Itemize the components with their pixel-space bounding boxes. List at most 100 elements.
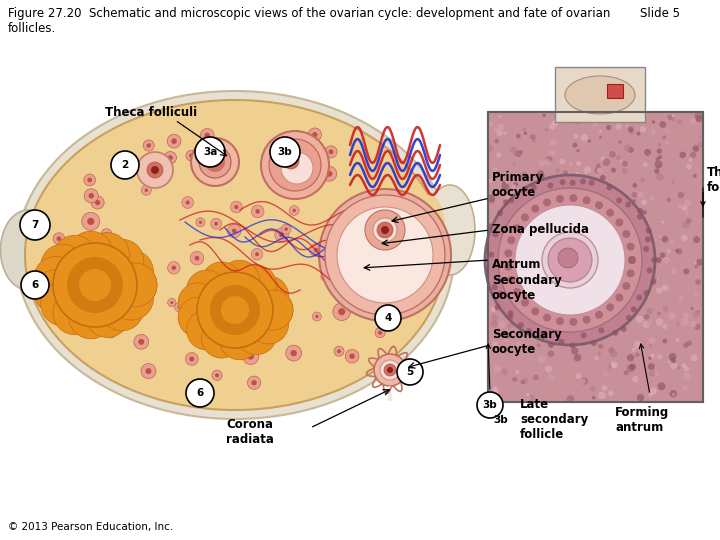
Circle shape (608, 347, 614, 353)
Circle shape (498, 188, 642, 332)
Circle shape (589, 268, 596, 275)
Circle shape (383, 192, 400, 210)
Circle shape (337, 349, 341, 353)
Circle shape (651, 257, 657, 263)
Circle shape (202, 318, 241, 358)
Circle shape (585, 254, 592, 261)
Circle shape (197, 272, 273, 348)
Circle shape (574, 172, 580, 178)
Circle shape (656, 257, 662, 263)
Circle shape (283, 153, 299, 169)
Circle shape (594, 356, 598, 360)
Circle shape (598, 344, 603, 349)
Circle shape (492, 341, 498, 347)
Circle shape (632, 376, 639, 382)
Circle shape (556, 168, 560, 173)
Circle shape (490, 320, 498, 328)
Circle shape (593, 122, 598, 127)
Text: 6: 6 (197, 388, 204, 398)
Circle shape (492, 386, 498, 392)
Circle shape (595, 166, 603, 174)
Circle shape (508, 236, 516, 244)
Circle shape (549, 289, 556, 296)
Circle shape (559, 159, 565, 164)
Circle shape (537, 296, 543, 301)
Circle shape (171, 266, 176, 270)
Circle shape (384, 364, 396, 376)
Circle shape (580, 179, 586, 185)
Circle shape (490, 307, 496, 312)
Circle shape (501, 183, 509, 191)
Circle shape (310, 244, 323, 256)
Circle shape (582, 267, 590, 274)
Circle shape (508, 197, 515, 203)
Circle shape (678, 204, 683, 208)
Circle shape (269, 139, 321, 191)
Circle shape (547, 183, 554, 188)
Circle shape (509, 286, 515, 292)
Circle shape (508, 310, 513, 316)
Circle shape (505, 262, 513, 271)
Circle shape (681, 318, 689, 326)
Circle shape (543, 228, 548, 233)
Circle shape (346, 349, 359, 363)
Circle shape (248, 276, 289, 316)
Circle shape (523, 128, 526, 132)
Circle shape (686, 218, 691, 224)
Circle shape (211, 218, 222, 229)
Circle shape (681, 234, 688, 241)
Circle shape (659, 235, 662, 238)
Circle shape (575, 354, 582, 361)
Circle shape (643, 321, 649, 328)
Circle shape (634, 341, 642, 349)
Circle shape (667, 312, 675, 320)
Circle shape (622, 161, 628, 166)
Circle shape (515, 205, 625, 315)
Text: 6: 6 (32, 280, 39, 290)
Circle shape (688, 158, 693, 162)
Circle shape (72, 251, 89, 268)
Circle shape (649, 343, 652, 347)
Circle shape (559, 251, 562, 254)
Circle shape (521, 299, 529, 307)
Circle shape (91, 196, 104, 209)
Circle shape (552, 249, 558, 255)
Circle shape (606, 302, 611, 307)
Circle shape (365, 237, 377, 247)
Circle shape (488, 179, 492, 183)
Circle shape (637, 208, 643, 214)
Text: Theca folliculi: Theca folliculi (105, 105, 197, 118)
Circle shape (280, 154, 286, 160)
Circle shape (694, 292, 698, 296)
Circle shape (516, 341, 523, 348)
Circle shape (398, 298, 402, 301)
Circle shape (282, 224, 291, 234)
Circle shape (519, 188, 526, 194)
Text: Theca
folliculi: Theca folliculi (707, 166, 720, 194)
Circle shape (220, 320, 260, 360)
Circle shape (164, 152, 176, 164)
Circle shape (587, 172, 590, 175)
Circle shape (662, 285, 668, 291)
Circle shape (505, 195, 513, 204)
FancyBboxPatch shape (555, 67, 645, 122)
Circle shape (637, 214, 643, 220)
Circle shape (204, 133, 210, 138)
Circle shape (175, 303, 184, 312)
Circle shape (582, 196, 590, 204)
Circle shape (196, 218, 205, 227)
Circle shape (390, 224, 405, 239)
Circle shape (599, 192, 607, 200)
Circle shape (646, 237, 649, 241)
Circle shape (573, 133, 578, 139)
Circle shape (70, 264, 84, 278)
Circle shape (243, 348, 258, 364)
Circle shape (636, 315, 644, 323)
Circle shape (639, 240, 642, 244)
Circle shape (251, 380, 257, 386)
Circle shape (290, 350, 297, 356)
Circle shape (644, 314, 649, 320)
Circle shape (513, 182, 518, 187)
Circle shape (544, 159, 551, 166)
Polygon shape (388, 386, 392, 400)
